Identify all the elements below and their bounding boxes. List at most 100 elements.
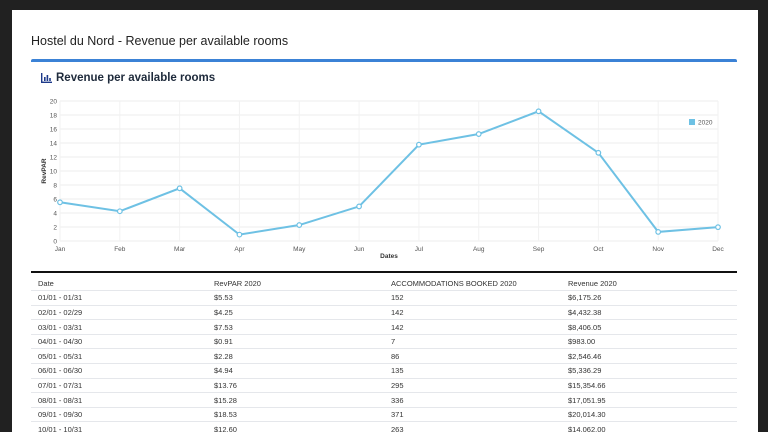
x-tick-label: Jul <box>415 246 424 253</box>
card-title: Revenue per available rooms <box>56 72 216 84</box>
cell-revpar: $13.76 <box>207 378 384 394</box>
cell-revpar: $7.53 <box>207 319 384 335</box>
x-axis-label: Dates <box>380 253 398 260</box>
table-row: 04/01 - 04/30 $0.91 7 $983.00 <box>31 334 737 350</box>
cell-revenue: $17,051.95 <box>561 392 737 408</box>
y-tick-label: 4 <box>53 210 57 217</box>
x-tick-label: Aug <box>473 246 485 253</box>
data-point <box>535 108 542 115</box>
col-header-date: Date <box>31 276 207 292</box>
table-row: 10/01 - 10/31 $12.60 263 $14,062.00 <box>31 421 737 432</box>
cell-revenue: $14,062.00 <box>561 421 737 432</box>
x-tick-label: Oct <box>593 246 603 253</box>
cell-revenue: $20,014.30 <box>561 407 737 423</box>
cell-booked: 336 <box>384 392 561 408</box>
cell-revpar: $5.53 <box>207 290 384 306</box>
legend-swatch <box>689 119 695 125</box>
y-tick-label: 16 <box>50 126 58 133</box>
bar-chart-icon <box>41 73 52 83</box>
x-tick-label: Dec <box>712 246 724 253</box>
cell-booked: 142 <box>384 305 561 321</box>
data-point <box>296 222 303 228</box>
table-row: 01/01 - 01/31 $5.53 152 $6,175.26 <box>31 290 737 306</box>
cell-revenue: $15,354.66 <box>561 378 737 394</box>
table-header-row: Date RevPAR 2020 ACCOMMODATIONS BOOKED 2… <box>31 276 737 292</box>
cell-booked: 135 <box>384 363 561 379</box>
cell-revpar: $0.91 <box>207 334 384 350</box>
cell-date: 10/01 - 10/31 <box>31 421 207 432</box>
col-header-revenue: Revenue 2020 <box>561 276 737 292</box>
y-axis-label: RevPAR <box>41 158 48 183</box>
card-accent-bar <box>31 59 737 62</box>
y-tick-label: 20 <box>50 98 58 105</box>
report-page: Hostel du Nord - Revenue per available r… <box>12 10 758 432</box>
revpar-table: Date RevPAR 2020 ACCOMMODATIONS BOOKED 2… <box>31 276 737 432</box>
x-tick-label: Sep <box>533 246 545 253</box>
cell-revpar: $15.28 <box>207 392 384 408</box>
cell-date: 01/01 - 01/31 <box>31 290 207 306</box>
table-divider <box>31 271 737 273</box>
cell-revenue: $6,175.26 <box>561 290 737 306</box>
cell-revpar: $12.60 <box>207 421 384 432</box>
data-point <box>236 231 243 238</box>
cell-revpar: $2.28 <box>207 348 384 365</box>
cell-booked: 152 <box>384 290 561 306</box>
cell-revenue: $5,336.29 <box>561 363 737 379</box>
data-point <box>715 224 721 231</box>
cell-booked: 142 <box>384 319 561 335</box>
cell-date: 08/01 - 08/31 <box>31 392 207 408</box>
cell-booked: 295 <box>384 378 561 394</box>
series-line <box>59 110 719 236</box>
x-tick-label: Jan <box>55 246 66 253</box>
cell-revenue: $2,546.46 <box>561 348 737 365</box>
x-tick-label: Apr <box>234 246 245 253</box>
cell-date: 02/01 - 02/29 <box>31 305 207 321</box>
cell-date: 06/01 - 06/30 <box>31 363 207 379</box>
data-point <box>595 149 602 156</box>
legend-label: 2020 <box>698 120 713 127</box>
table-row: 05/01 - 05/31 $2.28 86 $2,546.46 <box>31 348 737 365</box>
y-tick-label: 2 <box>53 224 57 231</box>
data-point <box>416 141 422 148</box>
x-tick-label: Feb <box>114 246 126 253</box>
cell-booked: 371 <box>384 407 561 423</box>
y-tick-label: 8 <box>53 182 57 189</box>
table-row: 03/01 - 03/31 $7.53 142 $8,406.05 <box>31 319 737 335</box>
table-row: 06/01 - 06/30 $4.94 135 $5,336.29 <box>31 363 737 379</box>
x-tick-label: Nov <box>652 246 664 253</box>
x-tick-label: May <box>293 246 306 253</box>
cell-booked: 7 <box>384 334 561 350</box>
y-tick-label: 14 <box>50 140 58 147</box>
cell-date: 09/01 - 09/30 <box>31 407 207 423</box>
data-point <box>655 228 662 235</box>
table-row: 09/01 - 09/30 $18.53 371 $20,014.30 <box>31 407 737 423</box>
col-header-revpar: RevPAR 2020 <box>207 276 384 292</box>
data-point <box>356 203 362 210</box>
cell-date: 05/01 - 05/31 <box>31 348 207 365</box>
y-tick-label: 12 <box>50 154 58 161</box>
x-tick-label: Jun <box>354 246 365 253</box>
data-point <box>116 208 123 215</box>
data-point <box>475 131 482 137</box>
x-tick-label: Mar <box>174 246 186 253</box>
table-row: 02/01 - 02/29 $4.25 142 $4,432.38 <box>31 305 737 321</box>
col-header-booked: ACCOMMODATIONS BOOKED 2020 <box>384 276 561 292</box>
cell-revenue: $983.00 <box>561 334 737 350</box>
cell-revpar: $4.94 <box>207 363 384 379</box>
revpar-line-chart: 0 2 4 6 8 10 12 14 16 18 20 Jan Feb Mar Apr May Jun Jul Au… <box>41 98 725 260</box>
y-tick-label: 0 <box>53 238 57 245</box>
cell-booked: 263 <box>384 421 561 432</box>
cell-date: 03/01 - 03/31 <box>31 319 207 335</box>
data-point <box>176 185 183 192</box>
cell-revenue: $8,406.05 <box>561 319 737 335</box>
table-row: 07/01 - 07/31 $13.76 295 $15,354.66 <box>31 378 737 394</box>
cell-date: 07/01 - 07/31 <box>31 378 207 394</box>
cell-revenue: $4,432.38 <box>561 305 737 321</box>
cell-revpar: $4.25 <box>207 305 384 321</box>
cell-revpar: $18.53 <box>207 407 384 423</box>
y-tick-label: 10 <box>50 168 58 175</box>
y-tick-label: 18 <box>50 112 58 119</box>
cell-booked: 86 <box>384 348 561 365</box>
data-point <box>57 199 63 206</box>
card-header: Revenue per available rooms <box>41 72 215 84</box>
